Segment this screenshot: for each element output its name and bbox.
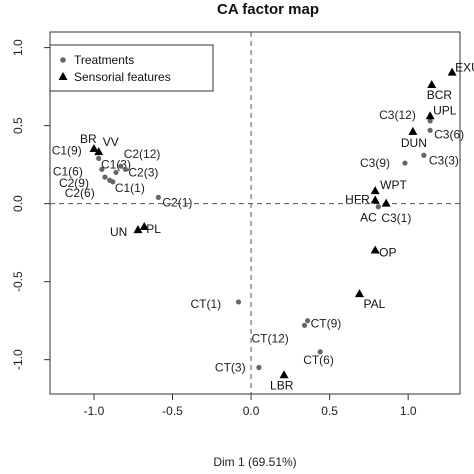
y-tick-label: 0.5 xyxy=(11,117,25,134)
legend-box xyxy=(49,44,214,92)
treatment-point-c3-12 xyxy=(427,118,433,124)
feature-point-br xyxy=(89,144,99,153)
feature-point-upl xyxy=(425,111,435,120)
feature-point-pl xyxy=(139,222,149,231)
treatment-label-c3-12: C3(12) xyxy=(379,108,416,122)
treatment-point-ct-12 xyxy=(301,322,308,328)
legend-label-treatments: Treatments xyxy=(74,53,134,67)
feature-point-pal xyxy=(354,289,364,298)
feature-label-op: OP xyxy=(379,245,396,259)
treatment-label-c3-1: C3(1) xyxy=(381,211,411,225)
legend-label-sensorial-features: Sensorial features xyxy=(74,70,171,84)
feature-point-hfr xyxy=(370,195,380,204)
treatment-point-c2-9 xyxy=(102,174,108,180)
feature-point-op xyxy=(370,245,380,254)
treatment-label-c2-9: C2(9) xyxy=(59,176,89,190)
treatment-point-c2-1 xyxy=(155,194,161,200)
feature-point-dun xyxy=(408,126,418,135)
feature-point-vv xyxy=(94,147,104,156)
plot-frame xyxy=(49,31,461,395)
feature-point-un xyxy=(133,225,143,234)
treatment-point-c3-3 xyxy=(421,152,427,158)
treatment-label-c1-6: C1(6) xyxy=(53,164,83,178)
treatment-label-c3-3: C3(3) xyxy=(429,153,459,167)
feature-label-hfr: HFR xyxy=(345,193,370,207)
x-tick-label: -1.0 xyxy=(84,404,105,418)
legend-circle-icon xyxy=(60,57,66,63)
y-tick-label: 1.0 xyxy=(11,39,25,56)
feature-label-bcr: BCR xyxy=(427,88,453,102)
feature-label-upl: UPL xyxy=(433,103,457,117)
treatment-point-c1-3 xyxy=(113,169,119,176)
treatment-point-c2-12 xyxy=(118,163,124,169)
x-axis-label: Dim 1 (69.51%) xyxy=(213,455,296,469)
treatment-label-ct-3: CT(3) xyxy=(215,360,246,374)
feature-point-ac xyxy=(381,198,391,207)
x-tick-label: -0.5 xyxy=(162,404,183,418)
x-tick-label: 0.0 xyxy=(243,404,260,418)
treatment-label-c2-3: C2(3) xyxy=(128,165,158,179)
treatment-label-c2-12: C2(12) xyxy=(124,147,161,161)
treatment-point-ct-9 xyxy=(305,318,311,324)
data-points: C1(9)C1(6)C2(9)C2(6)C1(3)C2(12)C2(3)C1(1… xyxy=(52,61,474,393)
feature-point-bcr xyxy=(427,80,437,89)
feature-label-lbr: LBR xyxy=(270,378,294,392)
treatment-point-c1-1 xyxy=(110,179,116,185)
treatment-point-ct-1 xyxy=(235,299,242,305)
feature-label-br: BR xyxy=(80,132,97,146)
feature-label-pl: PL xyxy=(146,222,161,236)
treatment-label-c2-1: C2(1) xyxy=(162,195,192,209)
x-tick-label: 1.0 xyxy=(400,404,417,418)
treatment-label-ct-1: CT(1) xyxy=(191,297,222,311)
feature-point-lbr xyxy=(279,370,289,379)
y-tick-label: -1.0 xyxy=(11,349,25,370)
treatment-label-ct-12: CT(12) xyxy=(251,331,288,345)
treatment-point-c3-1 xyxy=(375,204,381,210)
treatment-label-c3-6: C3(6) xyxy=(434,127,464,141)
treatment-point-c2-3 xyxy=(122,166,129,172)
feature-label-exu: EXU xyxy=(455,61,474,75)
treatment-label-c1-9: C1(9) xyxy=(52,143,82,157)
treatment-point-c1-6 xyxy=(99,166,105,172)
treatment-point-ct-3 xyxy=(256,364,262,371)
x-tick-label: 0.5 xyxy=(321,404,338,418)
feature-label-wpt: WPT xyxy=(380,178,407,192)
feature-point-wpt xyxy=(370,186,380,195)
y-axis-ticks: -1.0 -0.5 0.0 0.5 1.0 xyxy=(11,39,50,370)
treatment-label-c3-9: C3(9) xyxy=(360,156,390,170)
legend-triangle-icon xyxy=(58,72,68,80)
feature-label-vv: VV xyxy=(103,135,119,149)
y-tick-label: 0.0 xyxy=(11,195,25,212)
legend: Treatments Sensorial features xyxy=(49,44,214,92)
feature-label-un: UN xyxy=(110,225,127,239)
feature-label-ac: AC xyxy=(360,211,377,225)
chart-title: CA factor map xyxy=(217,1,319,18)
treatment-point-c3-6 xyxy=(427,127,433,133)
feature-label-dun: DUN xyxy=(401,136,427,150)
treatment-label-c1-1: C1(1) xyxy=(115,181,145,195)
feature-label-pal: PAL xyxy=(363,297,385,311)
treatment-label-ct-9: CT(9) xyxy=(311,317,342,331)
x-axis-ticks: -1.0 -0.5 0.0 0.5 1.0 xyxy=(84,394,417,418)
feature-point-exu xyxy=(447,67,457,76)
y-tick-label: -0.5 xyxy=(11,271,25,292)
treatment-point-c1-9 xyxy=(96,155,102,161)
treatment-label-ct-6: CT(6) xyxy=(303,353,334,367)
treatment-point-c3-9 xyxy=(402,160,408,166)
treatment-label-c2-6: C2(6) xyxy=(65,186,95,200)
treatment-point-ct-6 xyxy=(317,349,323,355)
